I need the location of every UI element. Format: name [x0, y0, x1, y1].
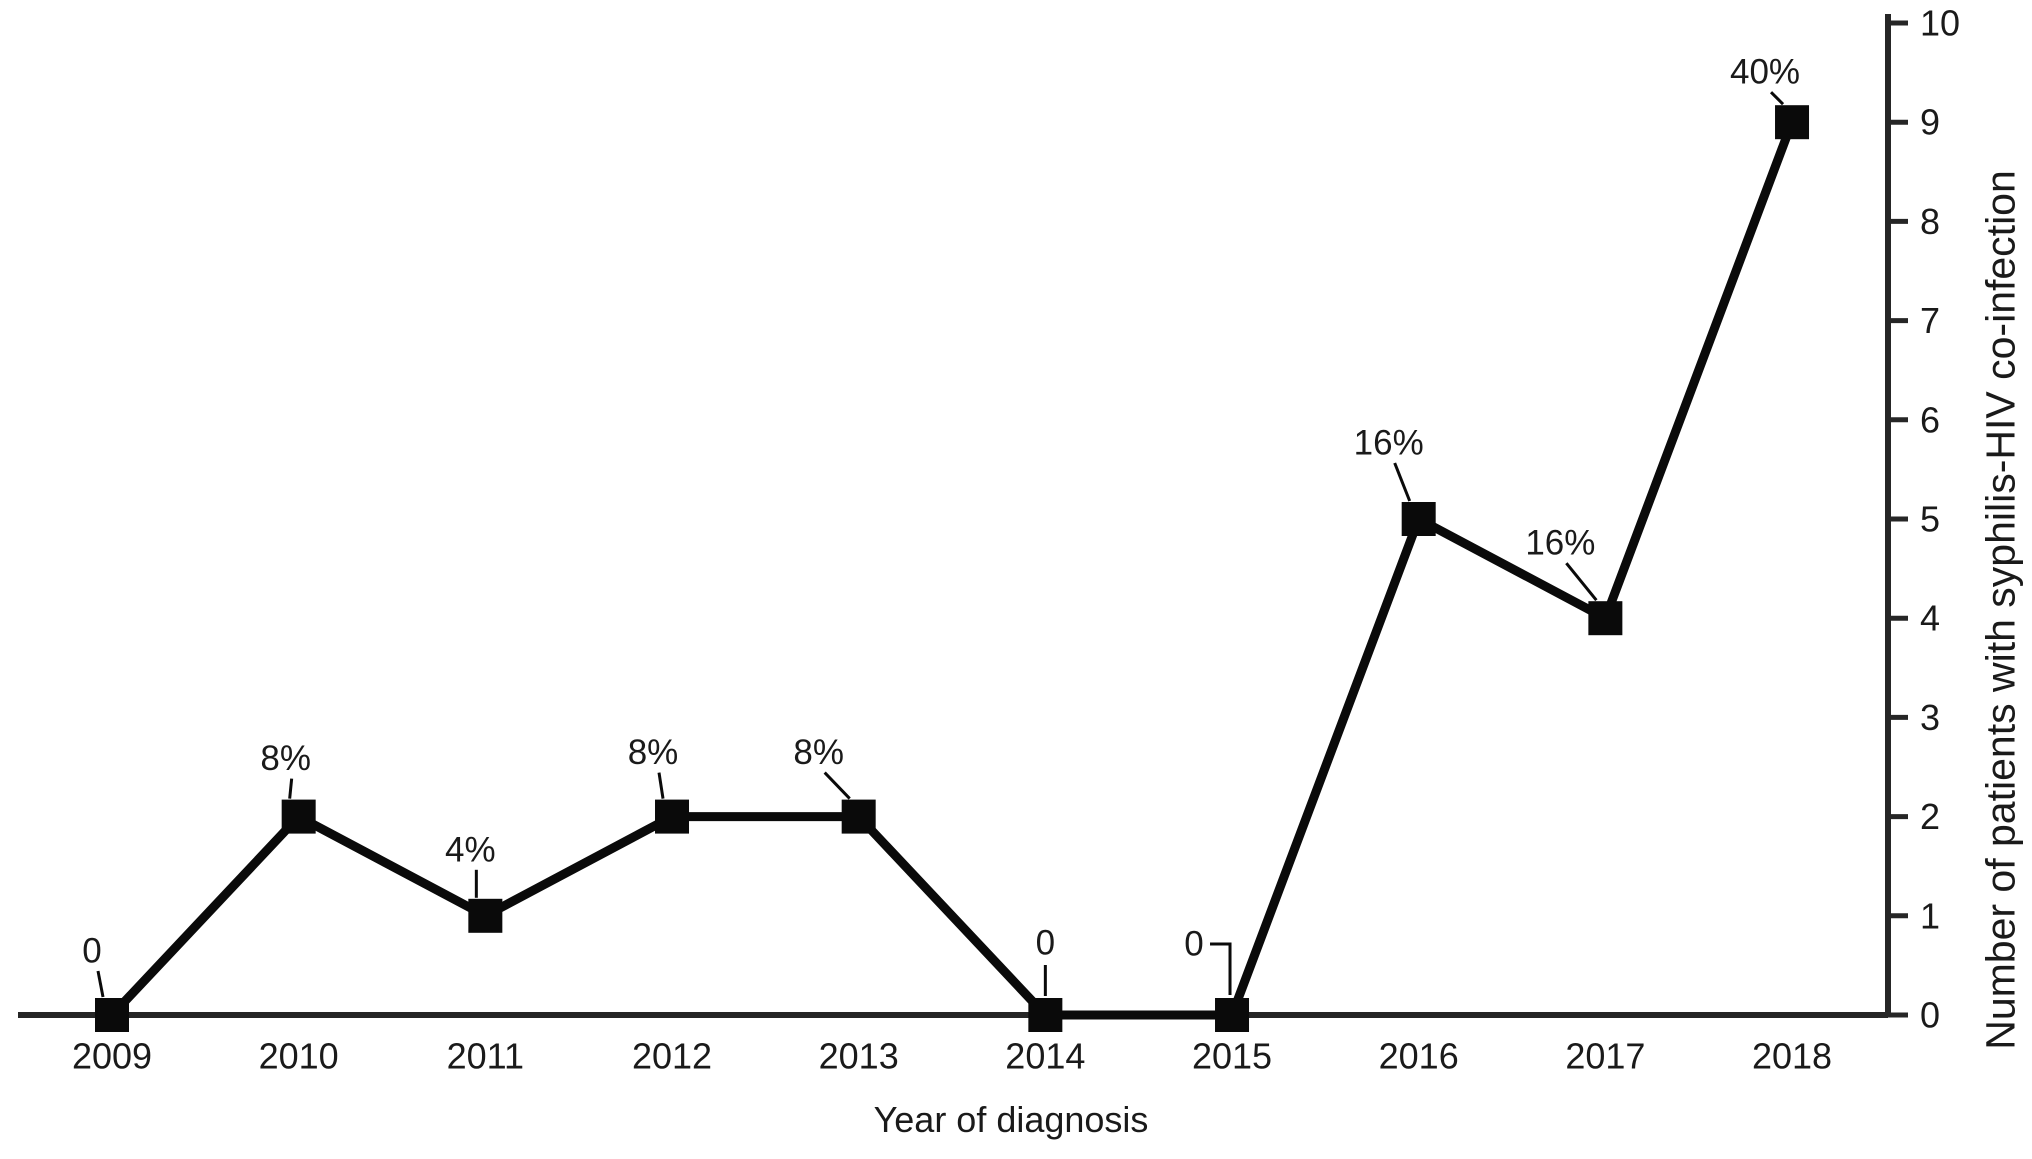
x-tick-label: 2015	[1192, 1036, 1272, 1077]
data-point-marker	[281, 799, 316, 834]
y-tick-label: 5	[1920, 499, 1940, 540]
series-line	[108, 120, 1797, 1020]
data-point-label: 8%	[260, 739, 311, 778]
data-point-marker	[1401, 502, 1436, 536]
y-tick-label: 3	[1920, 697, 1940, 738]
data-point-label: 4%	[445, 830, 496, 869]
data-point-label: 0	[1184, 925, 1203, 964]
data-point-label: 16%	[1354, 424, 1424, 463]
y-tick-label: 4	[1920, 598, 1940, 639]
data-point-marker	[1028, 998, 1063, 1032]
x-tick-label: 2010	[259, 1036, 339, 1077]
data-point-marker	[1775, 105, 1810, 140]
x-tick-label: 2011	[447, 1036, 524, 1077]
data-point-marker	[655, 799, 690, 834]
y-tick-label: 6	[1920, 399, 1940, 440]
y-tick-label: 8	[1920, 201, 1940, 242]
x-tick-label: 2016	[1379, 1036, 1459, 1077]
y-tick-label: 1	[1920, 895, 1940, 936]
data-point-label: 0	[1036, 924, 1055, 963]
leader-line	[96, 970, 105, 998]
data-point-label: 0	[82, 932, 101, 971]
leader-line	[1565, 562, 1598, 602]
data-point-label: 16%	[1525, 524, 1595, 563]
data-point-label: 8%	[793, 733, 844, 772]
data-point-label: 40%	[1730, 53, 1800, 92]
x-tick-label: 2017	[1565, 1036, 1645, 1077]
y-tick-label: 0	[1920, 995, 1940, 1036]
data-point-marker	[1215, 998, 1250, 1032]
y-tick-label: 10	[1920, 3, 1960, 44]
leader-line	[288, 778, 294, 799]
y-axis-title: Number of patients with syphilis-HIV co-…	[1977, 170, 2024, 1050]
x-tick-label: 2013	[819, 1036, 899, 1077]
y-tick-label: 2	[1920, 796, 1940, 837]
x-tick-label: 2018	[1752, 1036, 1832, 1077]
data-point-marker	[1588, 601, 1623, 636]
leader-line	[1210, 942, 1232, 995]
leader-line	[657, 772, 665, 799]
leader-line	[1393, 462, 1412, 502]
data-point-marker	[841, 799, 876, 834]
data-point-marker	[95, 998, 129, 1032]
data-point-label: 8%	[628, 733, 679, 772]
x-axis-title: Year of diagnosis	[873, 1099, 1149, 1140]
y-tick-label: 9	[1920, 102, 1940, 143]
x-tick-label: 2014	[1005, 1036, 1085, 1077]
y-tick-label: 7	[1920, 300, 1940, 341]
x-tick-label: 2009	[72, 1036, 152, 1077]
leader-line	[823, 771, 851, 800]
leader-line	[1769, 91, 1785, 106]
x-tick-label: 2012	[632, 1036, 712, 1077]
data-point-marker	[468, 898, 503, 933]
